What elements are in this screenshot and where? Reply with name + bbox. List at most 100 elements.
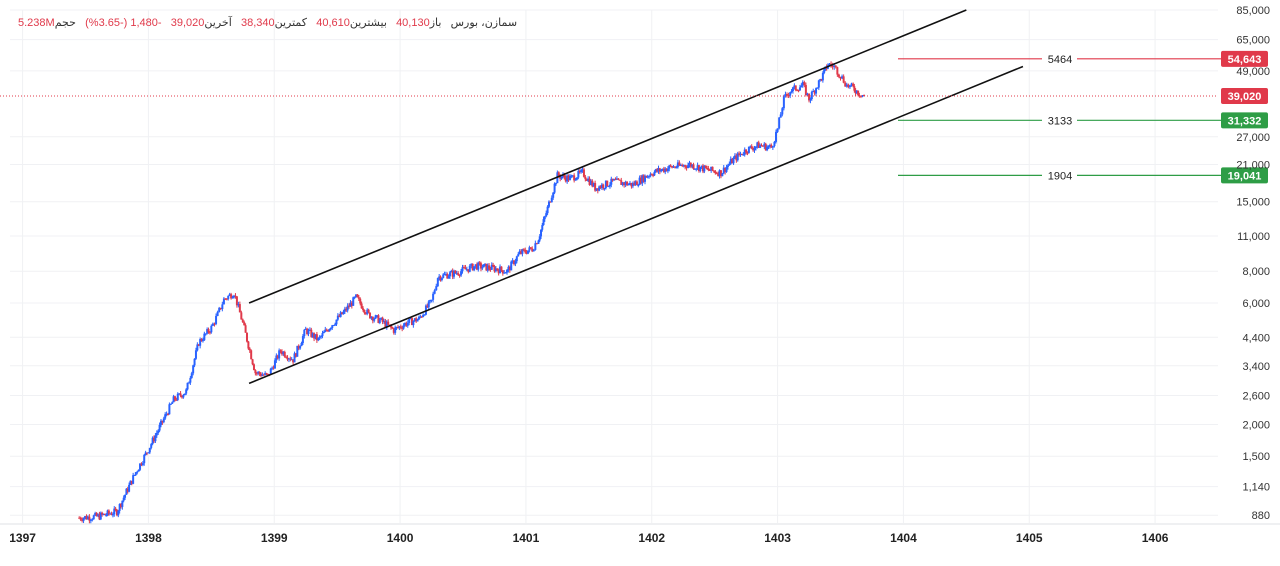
candle-body [141, 463, 144, 465]
candle-body [192, 365, 195, 374]
candle-body [124, 494, 127, 498]
candle-body [515, 256, 518, 262]
candle-body [766, 146, 769, 151]
candle-body [360, 303, 363, 309]
candle-body [435, 286, 438, 291]
candle-body [172, 396, 175, 403]
candle-body [352, 297, 355, 306]
low-label: کمترین [274, 17, 308, 29]
candle-body [634, 181, 637, 185]
candle-body [132, 475, 135, 484]
candle-body [618, 179, 621, 181]
candle-body [376, 315, 379, 317]
candle-body [725, 166, 728, 172]
candle-body [810, 91, 813, 100]
candle-body [125, 488, 128, 495]
candle-body [779, 114, 782, 118]
candle-body [327, 330, 330, 332]
candle-body [186, 382, 189, 390]
candle-body [688, 163, 691, 166]
candle-body [303, 329, 306, 337]
candle-body [858, 95, 861, 97]
candle-body [781, 108, 784, 115]
candle-body [465, 269, 468, 271]
candle-body [650, 174, 653, 176]
candle-body [324, 329, 327, 332]
candle-body [290, 359, 293, 361]
candle-body [113, 508, 116, 515]
candle-body [273, 360, 276, 369]
candle-body [767, 146, 770, 148]
candle-body [419, 316, 422, 318]
price-axis[interactable]: 85,000 65,000 49,000 27,000 21,000 15,000 11,0… [1236, 5, 1270, 522]
candle-body [668, 165, 671, 169]
candle-body [269, 368, 272, 375]
y-tick-label: 1,140 [1242, 482, 1270, 494]
candle-body [549, 201, 552, 203]
candle-body [439, 276, 442, 281]
candle-body [438, 276, 441, 279]
candle-body [836, 67, 839, 75]
channel-upper-line[interactable] [248, 9, 967, 304]
candle-body [717, 173, 720, 176]
candle-body [237, 304, 240, 306]
candle-body [816, 87, 819, 89]
candle-body [804, 85, 807, 96]
channel-lines[interactable] [248, 9, 1024, 385]
candle-body [812, 90, 815, 92]
horizontal-levels[interactable]: 39,020 5464 54,643 3133 31,332 1904 19,041 [0, 50, 1268, 184]
candle-body [405, 322, 408, 326]
candle-body [443, 274, 446, 276]
candle-body [504, 272, 507, 274]
candle-body [97, 514, 100, 517]
candle-body [320, 336, 323, 338]
y-tick-label: 2,000 [1242, 419, 1270, 431]
candle-body [161, 420, 164, 423]
candle-body [206, 329, 209, 334]
candle-body [623, 182, 626, 186]
candle-body [718, 170, 721, 176]
candle-body [331, 325, 334, 329]
last-value: 39,020 [170, 17, 205, 29]
channel-lower-line[interactable] [248, 65, 1024, 385]
candle-body [227, 295, 230, 299]
candle-body [654, 169, 657, 172]
candle-body [844, 82, 847, 87]
time-axis[interactable]: 1397 1398 1399 1400 1401 1402 1403 1404 1405 1406 [0, 523, 1280, 545]
candle-body [665, 168, 668, 172]
candle-body [328, 329, 331, 332]
candle-body [594, 183, 597, 191]
candle-body [497, 270, 500, 274]
x-tick-label: 1405 [1016, 531, 1043, 545]
candle-body [578, 170, 581, 173]
candle-body [111, 514, 114, 516]
candle-body [462, 267, 465, 269]
candle-body [134, 472, 137, 475]
candle-body [296, 345, 299, 357]
candle-body [664, 168, 667, 172]
candle-body [859, 95, 862, 97]
candle-body [265, 373, 268, 375]
candle-body [855, 90, 858, 94]
candle-body [307, 330, 310, 334]
candle-body [342, 311, 345, 315]
candle-body [703, 165, 706, 172]
candle-body [524, 249, 527, 253]
candle-body [366, 309, 369, 314]
candle-body [216, 311, 219, 316]
level-5464-price-badge [1221, 50, 1268, 67]
candle-body [126, 488, 129, 492]
candle-body [317, 337, 320, 341]
candle-body [581, 169, 584, 171]
candle-body [364, 312, 367, 314]
candle-body [750, 146, 753, 149]
candle-body [553, 183, 556, 193]
candle-body [322, 331, 325, 334]
x-tick-label: 1397 [9, 531, 36, 545]
candle-body [201, 340, 204, 342]
candle-body [490, 264, 493, 270]
candle-body [542, 219, 545, 226]
candle-body [633, 183, 636, 185]
